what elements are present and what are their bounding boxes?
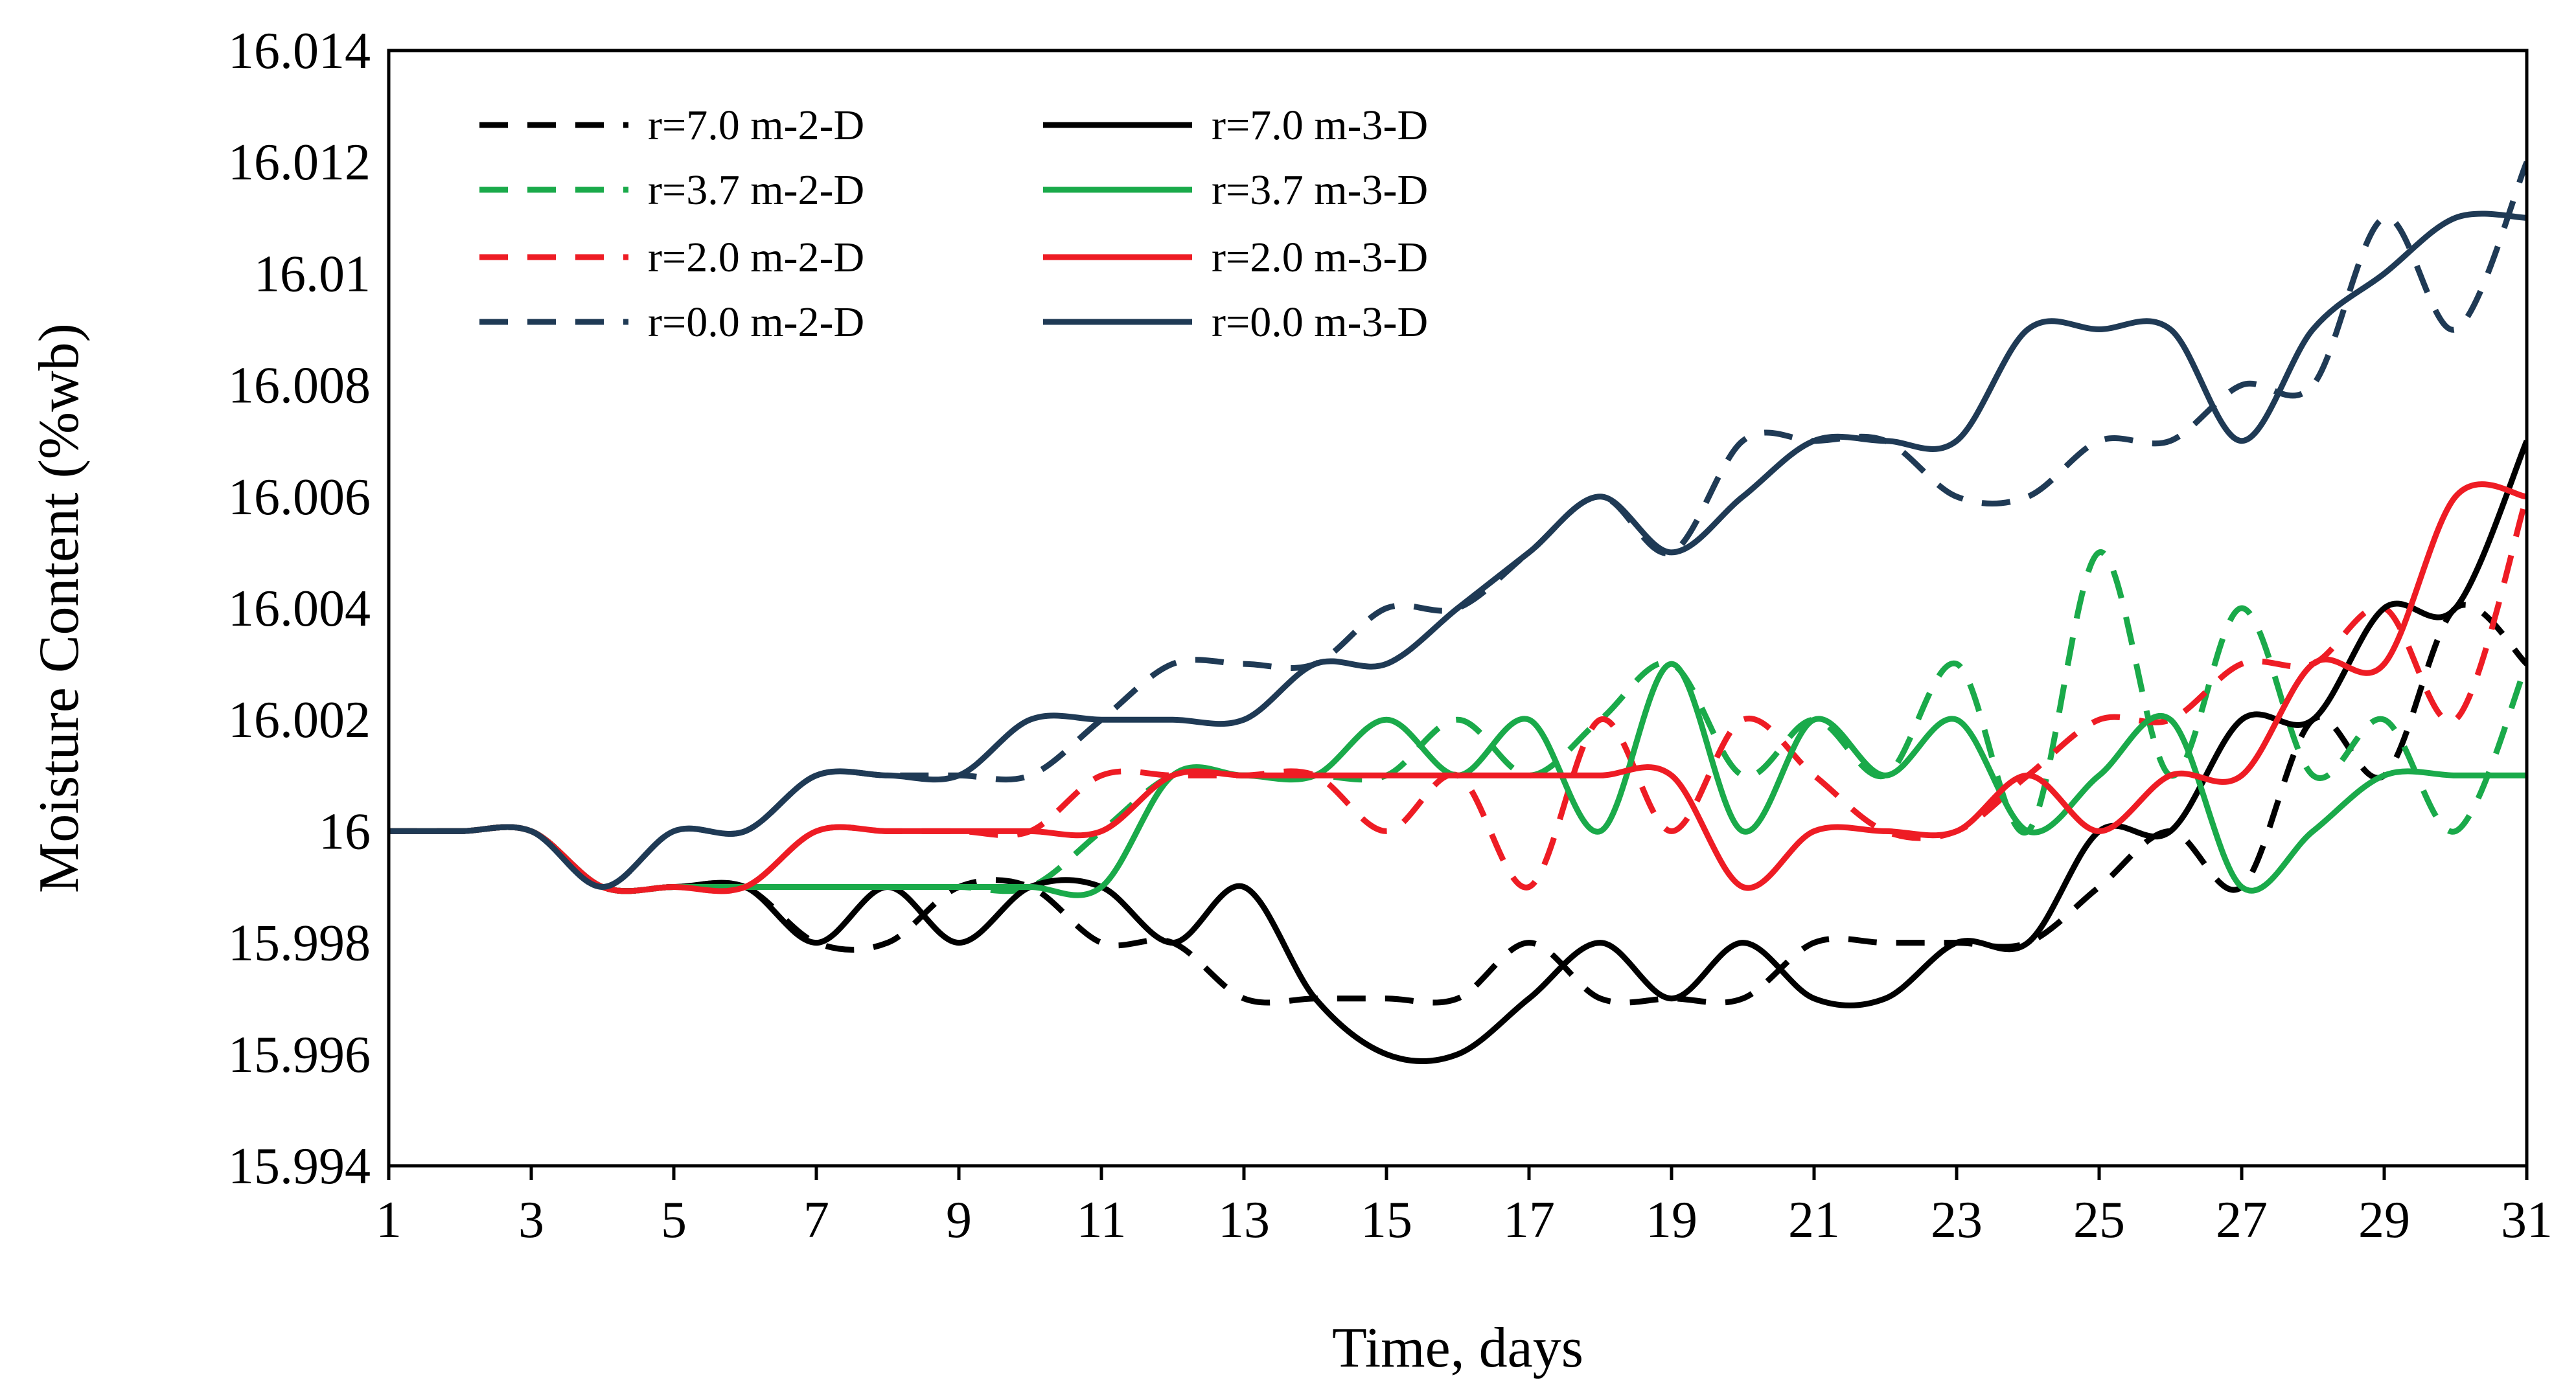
y-tick-label: 16.008 (228, 358, 371, 415)
y-tick-label: 16 (319, 803, 371, 860)
x-tick-label: 13 (1218, 1192, 1270, 1249)
series-line-r-3-7-m-3-d (389, 661, 2527, 898)
legend-label: r=7.0 m-2-D (648, 102, 864, 149)
y-tick-label: 16.002 (228, 692, 371, 749)
legend: r=7.0 m-2-D r=3.7 m-2-D r=2.0 m-2-D r=0.0 m… (479, 102, 1428, 346)
legend-item: r=7.0 m-3-D (1043, 102, 1428, 149)
x-tick-label: 9 (946, 1192, 972, 1249)
series-layer (389, 161, 2527, 1064)
y-tick-label: 16.012 (228, 134, 371, 191)
series-line-r-7-0-m-3-d (389, 439, 2527, 1064)
legend-label: r=3.7 m-3-D (1212, 166, 1428, 214)
y-tick-label: 15.994 (228, 1138, 371, 1195)
series-line-r-0-0-m-2-d (389, 161, 2527, 890)
x-tick-label: 27 (2216, 1192, 2268, 1249)
legend-label: r=0.0 m-2-D (648, 299, 864, 346)
y-axis: 15.994 15.996 15.998 16 16.002 16.004 16.006 16… (228, 23, 371, 1195)
legend-item: r=3.7 m-2-D (479, 166, 864, 214)
x-tick-label: 7 (803, 1192, 829, 1249)
y-axis-title: Moisture Content (%wb) (28, 323, 91, 893)
series-line-r-3-7-m-2-d (389, 549, 2527, 894)
legend-item: r=3.7 m-3-D (1043, 166, 1428, 214)
series-line-r-2-0-m-2-d (389, 495, 2527, 894)
x-tick-label: 1 (376, 1192, 402, 1249)
y-tick-label: 16.006 (228, 469, 371, 526)
x-tick-label: 19 (1646, 1192, 1697, 1249)
y-tick-label: 15.996 (228, 1027, 371, 1084)
y-tick-label: 15.998 (228, 915, 371, 972)
plot-frame (387, 49, 2529, 1168)
x-tick-label: 31 (2501, 1192, 2553, 1249)
legend-item: r=2.0 m-3-D (1043, 234, 1428, 281)
x-tick-label: 17 (1503, 1192, 1555, 1249)
legend-label: r=3.7 m-2-D (648, 166, 864, 214)
legend-label: r=2.0 m-2-D (648, 234, 864, 281)
y-tick-label: 16.01 (254, 245, 371, 302)
x-tick-label: 15 (1361, 1192, 1412, 1249)
legend-item: r=0.0 m-2-D (479, 299, 864, 346)
x-tick-label: 21 (1788, 1192, 1840, 1249)
legend-item: r=7.0 m-2-D (479, 102, 864, 149)
legend-label: r=2.0 m-3-D (1212, 234, 1428, 281)
x-tick-label: 3 (518, 1192, 544, 1249)
x-tick-label: 25 (2073, 1192, 2125, 1249)
x-tick-label: 11 (1076, 1192, 1126, 1249)
legend-item: r=0.0 m-3-D (1043, 299, 1428, 346)
legend-label: r=0.0 m-3-D (1212, 299, 1428, 346)
x-axis: 1 3 5 7 9 11 13 15 17 19 21 23 25 27 29 31 (376, 1166, 2553, 1249)
x-tick-label: 23 (1931, 1192, 1983, 1249)
x-axis-title: Time, days (1332, 1317, 1583, 1380)
x-tick-label: 29 (2358, 1192, 2410, 1249)
x-tick-label: 5 (661, 1192, 687, 1249)
legend-item: r=2.0 m-2-D (479, 234, 864, 281)
series-line-r-2-0-m-3-d (389, 481, 2527, 894)
series-line-r-0-0-m-3-d (389, 210, 2527, 890)
y-tick-label: 16.014 (228, 23, 371, 80)
y-tick-label: 16.004 (228, 580, 371, 637)
legend-label: r=7.0 m-3-D (1212, 102, 1428, 149)
